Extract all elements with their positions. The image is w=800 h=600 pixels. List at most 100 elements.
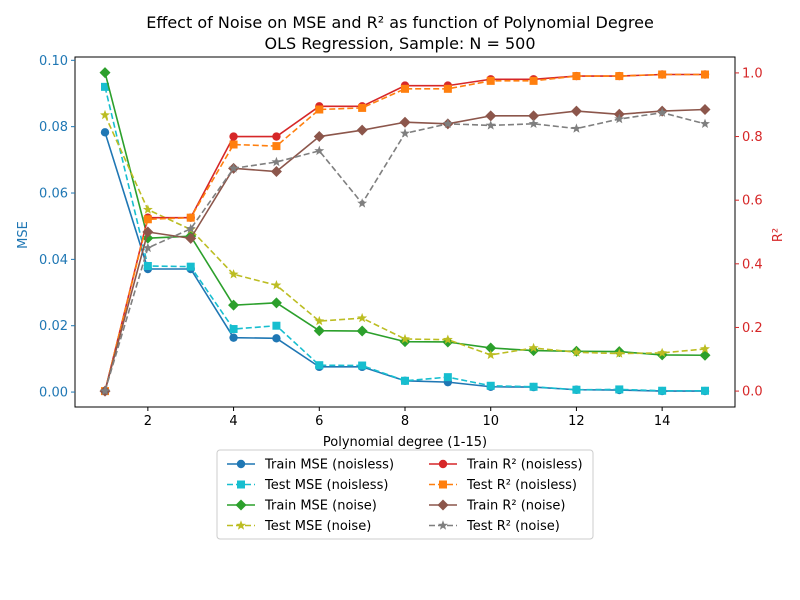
x-tick-label: 12 (568, 414, 585, 429)
legend-item: Test MSE (noise) (227, 519, 371, 534)
data-point (399, 116, 411, 128)
data-point (185, 223, 196, 234)
data-point (615, 72, 624, 81)
x-axis-label: Polynomial degree (1-15) (323, 435, 487, 450)
legend-item: Train R² (noise) (429, 499, 565, 514)
data-point (486, 76, 495, 85)
data-point (271, 280, 282, 290)
legend-item: Test R² (noisless) (429, 478, 577, 493)
y-left-tick-label: 0.06 (39, 187, 68, 202)
data-point (442, 118, 453, 129)
data-point (572, 72, 581, 81)
data-point (485, 342, 497, 354)
legend-label: Test MSE (noisless) (264, 478, 388, 493)
data-point (357, 312, 368, 323)
data-point (143, 215, 152, 224)
x-tick-label: 4 (229, 414, 237, 429)
data-point (572, 385, 581, 394)
series-line (104, 108, 706, 392)
y-right-tick-label: 1.0 (742, 66, 763, 81)
y-right-tick-label: 0.0 (742, 385, 763, 400)
legend-swatch-marker (437, 499, 449, 511)
data-point (571, 347, 582, 357)
legend-label: Train R² (noise) (466, 499, 565, 514)
x-tick-label: 14 (654, 414, 671, 429)
legend-swatch-marker (438, 520, 448, 530)
data-point (657, 347, 668, 358)
data-point (657, 107, 668, 117)
data-point (186, 213, 195, 222)
data-point (658, 386, 667, 395)
legend-item: Test MSE (noisless) (227, 478, 388, 493)
legend: Train MSE (noisless) Test MSE (noisless) T… (216, 449, 594, 540)
chart-subtitle: OLS Regression, Sample: N = 500 (265, 34, 536, 53)
data-point (699, 104, 711, 115)
legend-box (216, 449, 594, 540)
y-right-tick-label: 0.4 (742, 257, 763, 272)
data-point (272, 321, 281, 330)
data-point (401, 84, 409, 93)
data-point (270, 297, 282, 309)
legend-item: Train MSE (noisless) (227, 458, 394, 473)
legend-label: Train R² (noisless) (466, 458, 583, 473)
legend-label: Test R² (noise) (466, 519, 560, 534)
data-point (100, 109, 110, 120)
data-point (699, 349, 711, 361)
data-point (228, 269, 239, 279)
data-point (229, 333, 238, 342)
data-point (701, 70, 709, 79)
plot-frame (74, 56, 736, 408)
data-point (571, 123, 582, 133)
data-point (313, 325, 325, 337)
data-point (229, 325, 238, 334)
data-point (100, 385, 110, 396)
data-point (228, 299, 240, 311)
data-point (529, 76, 538, 85)
data-point (315, 361, 324, 370)
data-point (229, 132, 238, 141)
series-7 (100, 107, 710, 396)
legend-label: Test MSE (noise) (264, 519, 371, 534)
data-point (700, 118, 710, 129)
legend-swatch-marker (235, 499, 247, 511)
y-right-tick-label: 0.2 (742, 321, 763, 336)
data-point (400, 333, 410, 344)
legend-item: Train MSE (noise) (227, 499, 377, 514)
series-6 (99, 104, 711, 397)
y-left-tick-label: 0.02 (39, 319, 68, 334)
data-point (570, 105, 582, 117)
data-point (700, 343, 710, 354)
data-point (528, 118, 539, 129)
data-point (229, 140, 238, 149)
plot-area: 2 4 6 8 10 12 14 0.00 0.02 0.04 0.06 0.08 0.10 0.0 0.2… (39, 54, 763, 429)
y-axis-left-label: MSE (16, 221, 31, 249)
data-point (142, 204, 153, 214)
legend-swatch-marker (439, 480, 447, 489)
data-point (442, 334, 453, 344)
y-right-tick-label: 0.8 (742, 130, 763, 145)
legend-swatch-marker (236, 459, 246, 469)
data-point (314, 315, 325, 326)
data-point (356, 124, 368, 136)
series-line (104, 111, 706, 392)
data-point (314, 145, 325, 156)
series-5 (101, 70, 709, 396)
data-point (529, 382, 538, 391)
y-left-tick-label: 0.04 (39, 253, 68, 268)
data-point (185, 232, 197, 244)
data-point (313, 131, 325, 143)
data-point (485, 349, 496, 360)
x-tick-label: 2 (144, 414, 152, 429)
data-point (143, 262, 152, 271)
data-point (701, 386, 709, 395)
x-tick-label: 10 (482, 414, 499, 429)
series-line (104, 114, 706, 356)
data-point (186, 262, 195, 271)
legend-swatch-marker (236, 520, 246, 530)
data-point (614, 113, 625, 124)
legend-swatch-marker (438, 459, 448, 469)
chart-title: Effect of Noise on MSE and R² as functio… (146, 13, 654, 32)
data-point (357, 198, 368, 208)
data-point (615, 385, 624, 394)
data-point (485, 120, 496, 130)
